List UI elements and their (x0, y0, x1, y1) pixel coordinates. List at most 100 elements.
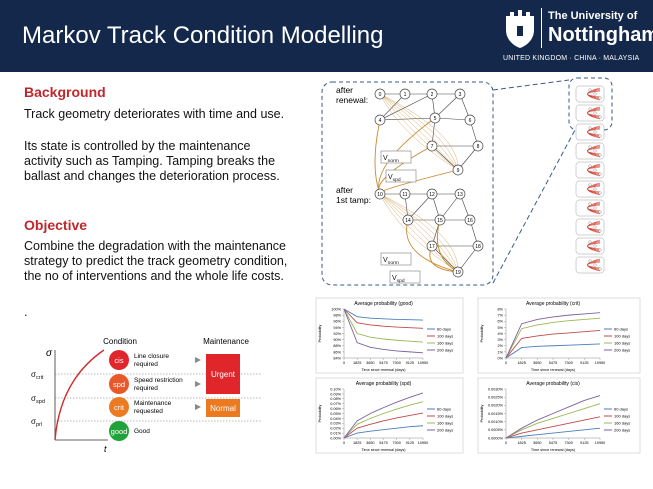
state-label: 14 (405, 218, 411, 224)
mini-node (588, 145, 592, 149)
x-tick-label: 9125 (406, 441, 414, 445)
series-line (505, 395, 601, 439)
mini-node (588, 126, 592, 130)
state-node (464, 114, 476, 126)
x-tick-label: 1825 (353, 441, 361, 445)
transition-curve (379, 93, 459, 171)
paragraph: Its state is controlled by the maintenan… (24, 139, 280, 183)
v-box (389, 270, 421, 284)
mini-node (588, 202, 592, 206)
y-tick-label: 0.0015% (488, 412, 504, 416)
legend-label: 200 days (437, 348, 453, 353)
state-node (426, 140, 438, 152)
mini-node (593, 187, 597, 191)
state-node (472, 140, 484, 152)
line: required (134, 385, 158, 392)
mini-curve (587, 261, 601, 269)
zoom-line (492, 129, 576, 284)
x-tick-label: 10950 (595, 441, 606, 445)
state-label: 4 (379, 118, 382, 124)
y-tick-label: 0.0025% (488, 396, 504, 400)
mini-node (588, 164, 592, 168)
state-node (426, 188, 438, 200)
line: requested (134, 408, 163, 415)
state-label: 13 (457, 192, 463, 198)
condition-badge (109, 374, 129, 394)
logo-tagline: UNITED KINGDOM · CHINA · MALAYSIA (503, 55, 640, 62)
x-tick-label: 10950 (418, 441, 429, 445)
x-tick-label: 1825 (353, 361, 361, 365)
x-tick-label: 7300 (392, 441, 400, 445)
x-tick-label: 10950 (595, 361, 606, 365)
x-tick-label: 10950 (418, 361, 429, 365)
y-tick-label: 6% (498, 320, 504, 324)
symbol: σ (31, 417, 36, 426)
mini-node (588, 88, 592, 92)
arrow (195, 357, 201, 363)
chart-title: Average probability (spd) (356, 381, 412, 387)
condition-badge (109, 350, 129, 370)
v-box (380, 150, 412, 164)
mini-diagram (575, 142, 605, 160)
mini-node (598, 229, 602, 233)
mini-curve (587, 128, 601, 136)
legend-label: 200 days (614, 428, 630, 433)
subscript: crit (36, 375, 44, 381)
degradation-curve (54, 349, 105, 441)
y-tick-label: 0.01% (330, 432, 341, 436)
mini-curve (587, 147, 601, 155)
x-tick-label: 3650 (366, 441, 374, 445)
y-tick-label: 100% (331, 307, 341, 311)
heading: Background (24, 84, 106, 100)
symbol: V (383, 257, 388, 264)
y-tick-label: 7% (498, 314, 504, 318)
x-tick-label: 0 (505, 441, 507, 445)
state-node (402, 214, 414, 226)
series-line (343, 425, 424, 439)
mini-node (598, 172, 602, 176)
mini-node (593, 244, 597, 248)
state-label: 7 (431, 144, 434, 150)
subscript: prl (36, 422, 42, 428)
y-tick-label: 0% (498, 356, 504, 360)
y-tick-label: 92% (333, 332, 341, 336)
legend-label: 60 days (437, 327, 451, 332)
axis-title: Time since renewal (days) (531, 368, 576, 372)
y-tick-label: 2% (498, 344, 504, 348)
transition-curve (379, 193, 459, 273)
threshold-label: σprl (31, 417, 42, 428)
y-tick-label: 0.0030% (488, 387, 504, 391)
mini-node (588, 183, 592, 187)
chart-title: Average probability (cis) (526, 381, 580, 387)
label: after renewal: (336, 85, 368, 105)
legend-label: 100 days (614, 334, 630, 339)
state-node (399, 188, 411, 200)
x-tick-label: 1825 (517, 441, 525, 445)
state-label: 8 (477, 144, 480, 150)
mini-node (598, 153, 602, 157)
mini-diagram (575, 256, 605, 274)
chart-frame (315, 297, 464, 374)
axis-title: Probability (480, 405, 484, 423)
chart-title: Average probability (crit) (526, 301, 580, 307)
edge (434, 117, 471, 121)
legend-label: 160 days (437, 341, 453, 346)
x-tick-label: 0 (505, 361, 507, 365)
x-tick-label: 3650 (366, 361, 374, 365)
state-label: 12 (429, 192, 435, 198)
axis-title: Probability (480, 325, 484, 343)
y-tick-label: 0.0020% (488, 404, 504, 408)
edge (431, 245, 459, 273)
y-tick-label: 0.03% (330, 422, 341, 426)
symbol: σ (31, 394, 36, 403)
x-tick-label: 5475 (379, 441, 387, 445)
subscript: norm (388, 260, 399, 266)
series-line (505, 317, 601, 359)
mini-diagram (575, 237, 605, 255)
badge-label: cis (114, 356, 123, 365)
chart-frame (477, 377, 641, 454)
mini-diagram (575, 123, 605, 141)
x-tick-label: 3650 (533, 361, 541, 365)
